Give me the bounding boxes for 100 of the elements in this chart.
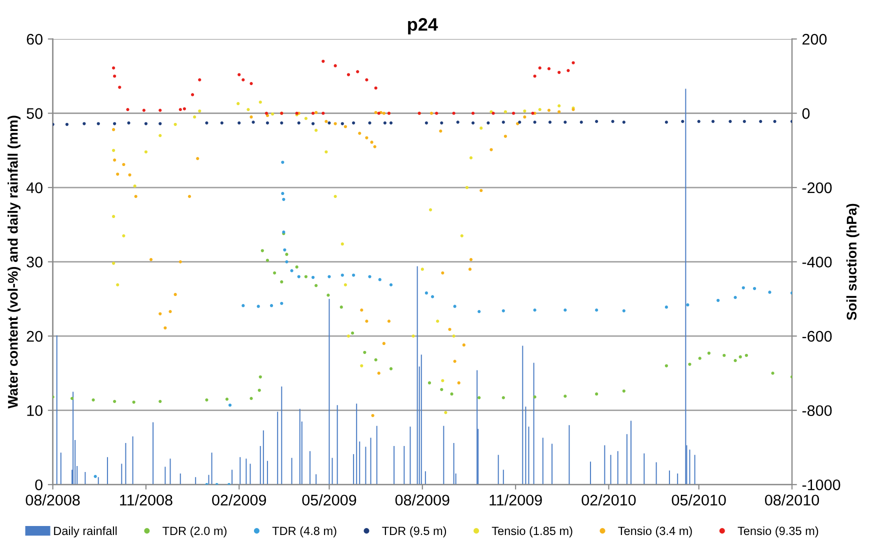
point bbox=[280, 121, 284, 124]
point bbox=[304, 275, 308, 278]
point bbox=[112, 128, 116, 132]
point bbox=[236, 102, 240, 106]
point bbox=[314, 110, 318, 114]
point bbox=[250, 82, 253, 86]
point bbox=[196, 157, 200, 160]
point bbox=[387, 320, 391, 323]
point bbox=[133, 184, 136, 188]
point bbox=[424, 121, 428, 124]
point bbox=[378, 278, 382, 282]
point bbox=[344, 125, 347, 128]
point bbox=[456, 120, 460, 124]
y2-tick-label: -200 bbox=[802, 182, 832, 194]
point bbox=[538, 66, 542, 70]
point bbox=[266, 258, 270, 262]
point bbox=[149, 258, 153, 262]
x-tick-label: 02/2009 bbox=[212, 494, 266, 506]
point bbox=[144, 150, 148, 154]
point bbox=[664, 364, 668, 368]
point bbox=[360, 364, 364, 368]
point bbox=[352, 121, 356, 124]
point bbox=[430, 295, 434, 298]
point bbox=[389, 283, 393, 286]
point bbox=[744, 354, 748, 357]
point bbox=[346, 73, 350, 76]
point bbox=[389, 121, 393, 124]
point bbox=[92, 398, 95, 402]
point bbox=[260, 249, 264, 252]
y2-axis-title: Soil suction (hPa) bbox=[846, 204, 860, 320]
point bbox=[112, 262, 116, 265]
point bbox=[252, 120, 255, 124]
point bbox=[314, 128, 318, 132]
point bbox=[122, 234, 126, 238]
point bbox=[340, 242, 344, 246]
point bbox=[580, 120, 583, 124]
point bbox=[486, 121, 490, 124]
point bbox=[340, 122, 344, 126]
point bbox=[358, 132, 362, 135]
point bbox=[564, 394, 567, 398]
point bbox=[490, 148, 493, 152]
y2-tick-label: 0 bbox=[802, 108, 810, 119]
point bbox=[328, 275, 331, 278]
point bbox=[116, 172, 120, 176]
point bbox=[220, 121, 224, 124]
point bbox=[412, 334, 415, 338]
legend-label: TDR (9.5 m) bbox=[382, 526, 446, 538]
point bbox=[480, 126, 483, 130]
point bbox=[365, 320, 368, 323]
x-tick-label: 05/2009 bbox=[302, 494, 356, 506]
point bbox=[752, 286, 756, 290]
point bbox=[538, 108, 542, 112]
point bbox=[512, 112, 516, 115]
x-tick-label: 11/2008 bbox=[120, 494, 172, 506]
point bbox=[738, 355, 742, 358]
point bbox=[436, 320, 440, 323]
point bbox=[356, 70, 360, 74]
point bbox=[465, 186, 469, 190]
legend-label: Tensio (9.35 m) bbox=[738, 526, 818, 538]
point bbox=[311, 122, 315, 126]
point bbox=[360, 308, 364, 312]
point bbox=[374, 358, 378, 362]
point bbox=[326, 294, 330, 297]
point bbox=[468, 268, 472, 271]
point bbox=[285, 252, 288, 256]
point bbox=[270, 112, 274, 116]
point bbox=[258, 388, 261, 392]
y-tick-label: 60 bbox=[26, 34, 42, 45]
point bbox=[242, 304, 245, 308]
point bbox=[533, 74, 536, 78]
point bbox=[96, 122, 100, 126]
point bbox=[664, 120, 668, 124]
point bbox=[158, 134, 162, 138]
point bbox=[547, 67, 551, 70]
point bbox=[273, 271, 276, 274]
point bbox=[611, 120, 614, 123]
point bbox=[158, 400, 162, 403]
point bbox=[373, 145, 376, 148]
point bbox=[428, 381, 432, 384]
point bbox=[256, 304, 260, 308]
point bbox=[322, 60, 325, 63]
y2-tick-label: -800 bbox=[802, 405, 832, 416]
y2-tick-label: 200 bbox=[802, 34, 827, 45]
point bbox=[435, 112, 438, 115]
point bbox=[686, 303, 690, 306]
point bbox=[382, 112, 386, 115]
point bbox=[558, 110, 561, 114]
point bbox=[258, 375, 262, 378]
point bbox=[734, 359, 737, 362]
y-tick-label: 10 bbox=[27, 405, 42, 416]
point bbox=[452, 334, 456, 338]
point bbox=[440, 388, 444, 392]
point bbox=[450, 392, 454, 396]
point bbox=[734, 296, 737, 299]
x-tick-label: 11/2009 bbox=[490, 494, 542, 506]
point bbox=[314, 284, 318, 288]
point bbox=[374, 86, 378, 90]
point bbox=[340, 306, 343, 309]
point bbox=[280, 302, 284, 305]
point bbox=[595, 308, 598, 312]
